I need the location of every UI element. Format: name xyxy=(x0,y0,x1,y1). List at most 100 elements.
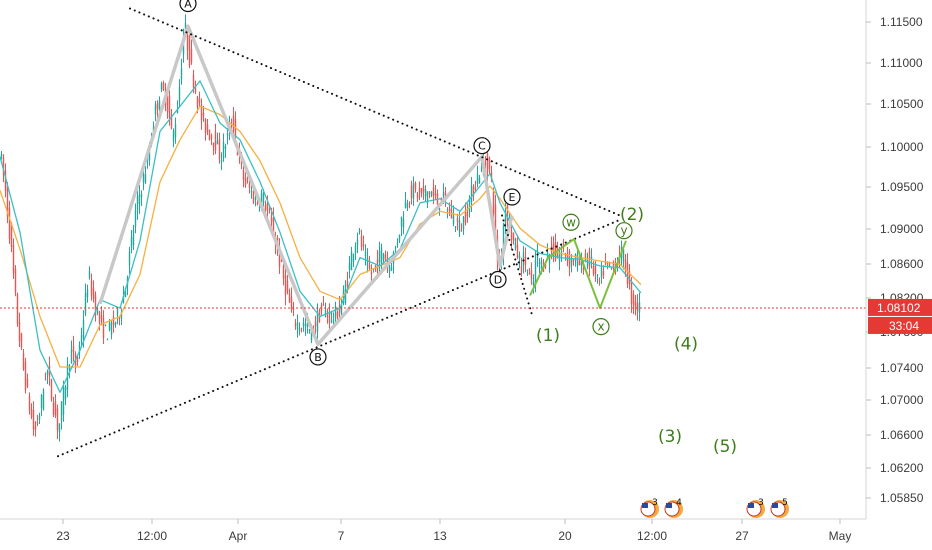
candle-body xyxy=(170,115,173,129)
candle-body xyxy=(474,186,477,189)
candle-body xyxy=(602,271,605,276)
candle-body xyxy=(334,306,337,318)
candle-body xyxy=(242,170,245,180)
wave-point-label-circle xyxy=(473,137,491,155)
candle-body xyxy=(304,324,307,327)
candle-body xyxy=(218,139,221,160)
candle-body xyxy=(468,198,471,213)
candle-body xyxy=(394,247,397,249)
candle-body xyxy=(368,264,371,269)
candle-body xyxy=(288,293,291,303)
candle-body xyxy=(234,119,237,139)
candle-body xyxy=(2,157,5,175)
candle-body xyxy=(54,401,57,416)
candle-body xyxy=(252,191,255,203)
event-count-label: 4 xyxy=(676,498,682,508)
candle-body xyxy=(124,287,127,298)
candle-body xyxy=(216,140,219,145)
wxy-wave-path xyxy=(529,238,627,310)
candle-body xyxy=(638,302,641,313)
candle-body xyxy=(10,223,13,248)
flag-canton-icon xyxy=(642,503,648,508)
candle-body xyxy=(448,208,451,212)
candle-body xyxy=(38,416,41,421)
wave-point-label-circle xyxy=(309,348,327,366)
candle-body xyxy=(112,317,115,325)
candle-body xyxy=(96,310,99,313)
candle-body xyxy=(224,146,227,149)
candle-body xyxy=(626,262,629,285)
candle-body xyxy=(186,26,189,51)
candle-body xyxy=(162,82,165,90)
candle-body xyxy=(458,220,461,233)
candle-body xyxy=(586,260,589,267)
candle-body xyxy=(576,254,579,266)
candle-body xyxy=(142,173,145,183)
candle-body xyxy=(80,335,83,342)
candle-body xyxy=(624,259,627,272)
candle-body xyxy=(230,125,233,127)
candle-body xyxy=(144,174,147,184)
candle-body xyxy=(428,192,431,194)
wxy-point-label: x xyxy=(597,320,604,334)
y-tick-label: 1.09000 xyxy=(880,222,924,236)
candle-body xyxy=(578,261,581,266)
candle-body xyxy=(184,22,187,32)
candle-body xyxy=(70,349,73,364)
candle-body xyxy=(472,186,475,196)
candle-body xyxy=(420,187,423,194)
candle-body xyxy=(516,244,519,258)
candle-body xyxy=(114,322,117,326)
candle-body xyxy=(120,311,123,319)
candle-body xyxy=(510,230,513,240)
candle-body xyxy=(630,282,633,305)
candle-body xyxy=(160,83,163,90)
candle-body xyxy=(92,288,95,299)
candle-body xyxy=(84,292,87,315)
x-tick-label: 7 xyxy=(338,529,345,543)
candle-body xyxy=(0,153,3,158)
candle-body xyxy=(416,193,419,198)
candle-body xyxy=(434,193,437,197)
x-tick-label: 12:00 xyxy=(637,529,667,543)
candle-body xyxy=(350,251,353,271)
candle-body xyxy=(210,135,213,139)
candle-body xyxy=(188,35,191,66)
candle-body xyxy=(20,333,23,348)
candle-body xyxy=(390,266,393,271)
candle-body xyxy=(42,389,45,410)
candle-body xyxy=(64,386,67,400)
candle-body xyxy=(294,323,297,326)
candle-body xyxy=(100,315,103,319)
candle-body xyxy=(58,423,61,433)
candle-body xyxy=(200,104,203,121)
candle-body xyxy=(330,312,333,315)
y-tick-label: 1.09500 xyxy=(880,180,924,194)
y-tick-label: 1.11000 xyxy=(880,56,923,70)
event-count-label: 3 xyxy=(758,498,764,508)
candle-body xyxy=(454,226,457,228)
candle-body xyxy=(598,280,601,282)
candle-body xyxy=(432,187,435,196)
candle-body xyxy=(196,96,199,107)
wxy-point-label-circle xyxy=(562,213,580,231)
candle-body xyxy=(360,235,363,247)
candle-body xyxy=(158,100,161,112)
candle-body xyxy=(414,182,417,189)
candle-body xyxy=(464,211,467,224)
candle-body xyxy=(438,208,441,210)
candle-body xyxy=(138,194,141,205)
candle-body xyxy=(328,312,331,323)
candle-body xyxy=(156,103,159,110)
time-axis[interactable]: 23 12:00 Apr 7 13 20 12:00 27 May xyxy=(56,519,851,543)
candle-body xyxy=(302,322,305,327)
last-price-tags: 1.08102 33:04 xyxy=(868,298,932,334)
candle-body xyxy=(568,251,571,269)
candle-body xyxy=(214,131,217,152)
candle-body xyxy=(540,260,543,270)
ema-slow-line xyxy=(0,105,642,368)
candle-body xyxy=(374,265,377,267)
